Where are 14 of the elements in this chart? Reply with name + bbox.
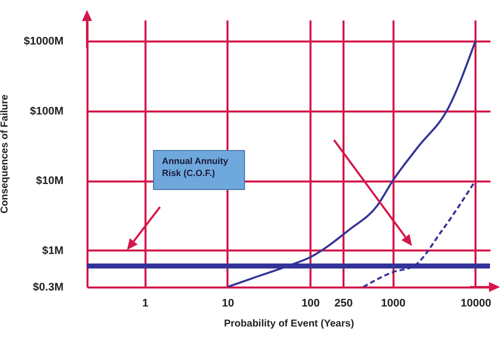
x-tick-label: 250 bbox=[334, 298, 353, 310]
x-tick-label: 10 bbox=[222, 298, 234, 310]
y-axis-title: Consequences of Failure bbox=[0, 94, 11, 214]
y-tick-label: $0.3M bbox=[32, 282, 64, 294]
x-tick-label: 100 bbox=[301, 298, 320, 310]
y-tick-label: $1M bbox=[42, 244, 64, 257]
x-tick-label: 1 bbox=[142, 298, 148, 310]
annotation: Annual Annuity Risk (C.O.F.) bbox=[153, 150, 245, 190]
x-tick-label: 10000 bbox=[460, 298, 492, 310]
y-tick-label: $1000M bbox=[24, 36, 64, 48]
y-tick-label: $10M bbox=[36, 175, 64, 188]
y-tick-label: $100M bbox=[30, 105, 64, 118]
x-tick-label: 1000 bbox=[381, 298, 406, 310]
x-axis-title: Probability of Event (Years) bbox=[224, 318, 354, 330]
